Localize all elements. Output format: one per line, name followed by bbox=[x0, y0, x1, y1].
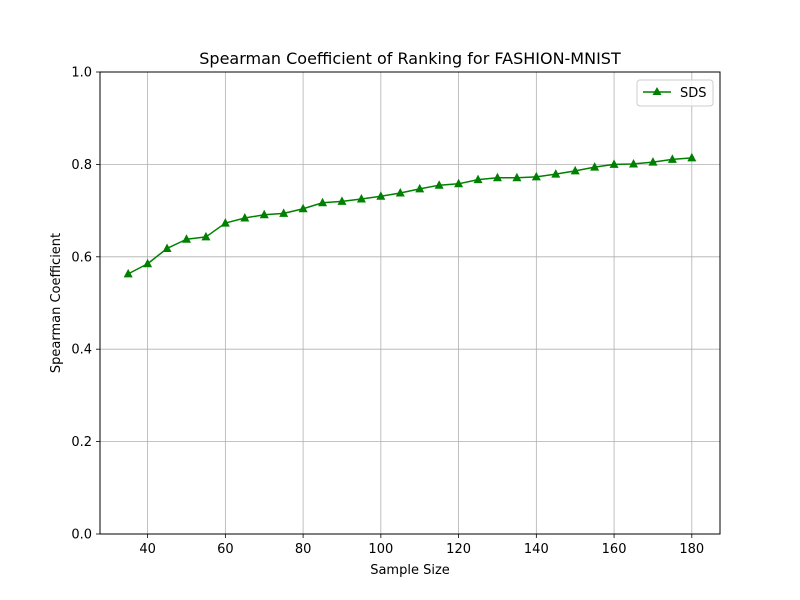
x-tick-label: 140 bbox=[524, 542, 549, 557]
legend-box bbox=[636, 79, 714, 107]
y-tick-label: 0.4 bbox=[71, 343, 92, 358]
data-point bbox=[279, 208, 289, 217]
x-tick-label: 80 bbox=[295, 542, 312, 557]
data-point bbox=[337, 196, 347, 205]
chart-title: Spearman Coefficient of Ranking for FASH… bbox=[199, 49, 621, 68]
data-point bbox=[667, 154, 677, 163]
data-point bbox=[590, 162, 600, 171]
legend-label-sds: SDS bbox=[680, 86, 707, 101]
data-point bbox=[512, 172, 522, 182]
data-point bbox=[259, 209, 269, 219]
data-point bbox=[240, 212, 250, 222]
series-layer bbox=[123, 152, 697, 278]
x-tick-label: 180 bbox=[679, 542, 704, 557]
data-point bbox=[492, 172, 502, 182]
x-tick-label: 60 bbox=[217, 542, 234, 557]
y-tick-label: 0.8 bbox=[71, 158, 92, 173]
x-axis-label: Sample Size bbox=[370, 563, 450, 578]
data-point bbox=[687, 152, 697, 162]
data-point bbox=[356, 194, 366, 203]
y-tick-label: 0.6 bbox=[71, 250, 92, 265]
x-tick-label: 100 bbox=[368, 542, 393, 557]
data-point bbox=[123, 268, 133, 278]
x-tick-label: 40 bbox=[139, 542, 156, 557]
y-tick-label: 1.0 bbox=[71, 66, 92, 81]
grid-lines bbox=[100, 71, 720, 535]
data-point bbox=[434, 180, 444, 189]
plot-frame bbox=[99, 71, 721, 535]
data-point bbox=[143, 258, 153, 268]
legend: SDS bbox=[636, 79, 714, 107]
x-axis: 40 60 80 100 120 140 160 180 bbox=[139, 534, 704, 557]
data-point bbox=[298, 203, 308, 213]
y-tick-label: 0.0 bbox=[71, 528, 92, 543]
data-point bbox=[201, 231, 211, 241]
data-point bbox=[415, 183, 425, 193]
data-point bbox=[376, 191, 386, 200]
data-point bbox=[162, 243, 172, 252]
y-tick-label: 0.2 bbox=[71, 435, 92, 450]
x-tick-label: 160 bbox=[602, 542, 627, 557]
data-point bbox=[648, 157, 658, 166]
x-tick-label: 120 bbox=[446, 542, 471, 557]
data-point bbox=[473, 174, 483, 184]
data-point bbox=[531, 171, 541, 181]
data-point bbox=[318, 197, 328, 207]
data-point bbox=[454, 178, 464, 188]
data-point bbox=[181, 234, 191, 243]
data-point bbox=[551, 169, 561, 178]
y-axis-label: Spearman Coefficient bbox=[49, 233, 64, 373]
data-point bbox=[570, 165, 580, 175]
data-point bbox=[609, 159, 619, 168]
data-point bbox=[220, 218, 230, 227]
y-axis: 0.0 0.2 0.4 0.6 0.8 1.0 bbox=[71, 66, 100, 543]
data-point bbox=[395, 188, 405, 197]
legend-marker-icon bbox=[652, 87, 662, 95]
data-point bbox=[629, 158, 639, 168]
